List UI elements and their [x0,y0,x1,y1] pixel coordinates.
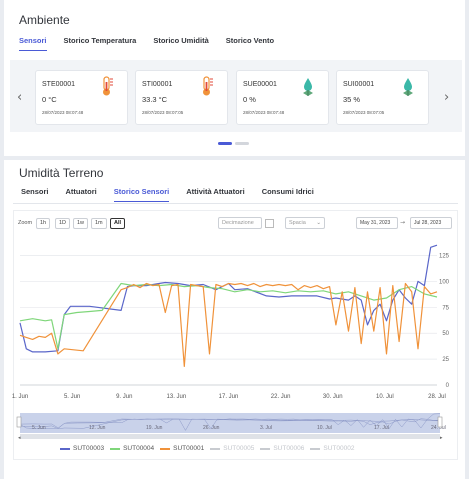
legend-item-sut00004[interactable]: SUT00004 [110,445,154,452]
sensor-timestamp: 28/07/2023 08:07:48 [42,110,84,115]
zoom-button-1h[interactable]: 1h [36,218,51,229]
legend-swatch [60,447,70,450]
carousel-next-icon[interactable]: › [444,90,450,105]
date-to-value: Jul 28, 2023 [414,220,442,226]
zoom-button-1d[interactable]: 1D [55,218,71,229]
ambiente-tab-3[interactable]: Storico Vento [225,36,275,45]
date-from-input[interactable]: May 31, 2023 [356,217,398,229]
decimation-input[interactable]: Decimazione [218,217,262,229]
terreno-tab-1[interactable]: Attuatori [65,187,97,196]
legend-label: SUT00003 [73,445,105,452]
sensor-value: 35 % [343,95,361,104]
sensor-id: STE00001 [42,81,76,88]
chart-panel [13,210,458,460]
ambiente-tab-2[interactable]: Storico Umidità [153,36,209,45]
sensor-value: 0 % [243,95,256,104]
terreno-tab-4[interactable]: Consumi Idrici [261,187,314,196]
chevron-down-icon: ⌄ [316,220,321,226]
legend-item-sut00003[interactable]: SUT00003 [60,445,104,452]
terreno-title: Umidità Terreno [19,166,104,180]
date-to-input[interactable]: Jul 28, 2023 [410,217,452,229]
sensor-value: 0 °C [42,95,57,104]
spacing-label: Spacia [289,220,306,226]
zoom-button-all[interactable]: All [110,218,126,229]
ambiente-title: Ambiente [19,13,70,27]
legend-item-sut00002[interactable]: SUT00002 [310,445,354,452]
terreno-tab-3[interactable]: Attività Attuatori [186,187,245,196]
sensor-card[interactable]: STE00001 0 °C 28/07/2023 08:07:48 [35,70,128,125]
carousel-dot[interactable] [218,142,232,145]
legend-label: SUT00004 [123,445,155,452]
legend-item-sut00005[interactable]: SUT00005 [210,445,254,452]
legend-label: SUT00005 [223,445,255,452]
legend-swatch [310,447,321,450]
chart-legend: SUT00003 SUT00004 SUT00001 SUT00005 SUT00006… [60,445,354,452]
sensor-timestamp: 28/07/2023 08:07:05 [142,110,184,115]
ambiente-tab-1[interactable]: Storico Temperatura [63,36,137,45]
carousel-dot[interactable] [235,142,249,145]
legend-item-sut00001[interactable]: SUT00001 [160,445,204,452]
sensor-card[interactable]: STI00001 33.3 °C 28/07/2023 08:07:05 [135,70,228,125]
sensor-id: SUE00001 [243,81,277,88]
legend-swatch [160,447,171,450]
terreno-tab-0[interactable]: Sensori [21,187,49,196]
sensor-value: 33.3 °C [142,95,168,104]
legend-label: SUT00002 [323,445,355,452]
legend-item-sut00006[interactable]: SUT00006 [260,445,304,452]
humidity-drop-icon [403,78,413,96]
ambiente-tabs: Sensori Storico Temperatura Storico Umidit… [19,36,291,51]
date-separator: → [400,219,406,226]
zoom-label: Zoom [18,220,33,226]
sensor-timestamp: 28/07/2023 08:07:48 [243,110,285,115]
legend-label: SUT00006 [273,445,305,452]
legend-swatch [210,447,221,450]
sensor-card[interactable]: SUE00001 0 % 28/07/2023 08:07:48 [236,70,329,125]
thermometer-icon [203,76,213,96]
sensor-card[interactable]: SUI00001 35 % 28/07/2023 08:07:05 [336,70,429,125]
sensor-timestamp: 28/07/2023 08:07:05 [343,110,385,115]
sensor-id: SUI00001 [343,81,375,88]
tabs-divider [13,203,458,204]
thermometer-icon [103,76,113,96]
humidity-drop-icon [303,78,313,96]
spacing-select[interactable]: Spacia ⌄ [285,217,325,229]
carousel-prev-icon[interactable]: ‹ [17,90,23,105]
zoom-button-1w[interactable]: 1w [73,218,89,229]
date-from-value: May 31, 2023 [360,220,391,226]
decimation-label: Decimazione [222,220,254,226]
sensor-id: STI00001 [142,81,173,88]
terreno-tabs: Sensori Attuatori Storico Sensori Attività … [21,187,331,202]
legend-swatch [260,447,271,450]
terreno-tab-2[interactable]: Storico Sensori [113,187,170,202]
legend-swatch [110,447,121,450]
legend-label: SUT00001 [173,445,205,452]
zoom-button-1m[interactable]: 1m [91,218,107,229]
decimation-checkbox[interactable] [265,219,274,228]
carousel-pagination [218,142,249,145]
ambiente-tab-0[interactable]: Sensori [19,36,47,51]
